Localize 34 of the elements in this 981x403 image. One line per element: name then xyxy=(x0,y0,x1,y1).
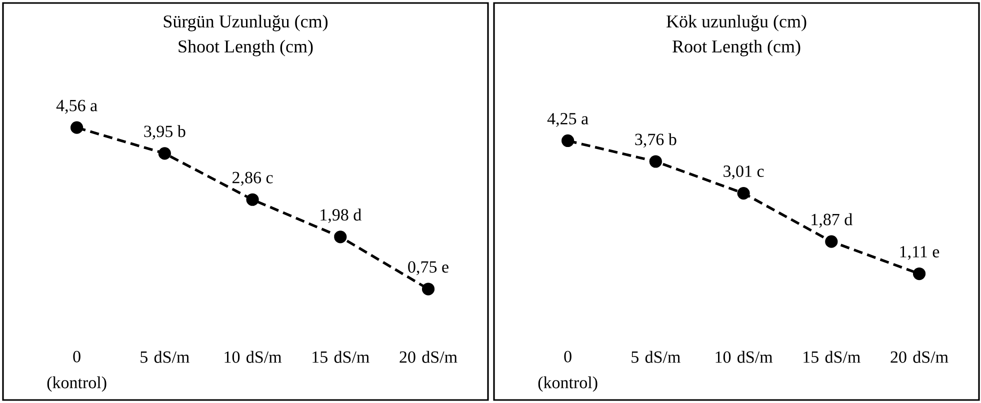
x-tick-label: 15 dS/m xyxy=(804,350,860,363)
x-tick-label: 15 dS/m xyxy=(312,350,370,363)
x-tick-label: 5 dS/m xyxy=(140,350,190,363)
x-tick-label: 10 dS/m xyxy=(224,350,282,363)
point xyxy=(158,147,171,160)
x-tick-label: 0 (kontrol) xyxy=(538,350,598,392)
data-label: 1,11 e xyxy=(900,246,940,260)
data-label: 3,01 c xyxy=(724,165,764,180)
point xyxy=(649,155,662,168)
point xyxy=(912,267,926,280)
data-label: 1,98 d xyxy=(320,208,362,224)
data-label: 1,87 d xyxy=(812,213,852,228)
chart-title: Sürgün Uzunluğu (cm) xyxy=(164,14,328,32)
data-label: 0,75 e xyxy=(408,261,448,276)
x-tick-label: 5 dS/m xyxy=(632,350,680,363)
point xyxy=(562,134,574,148)
x-tick-label: 0 (kontrol) xyxy=(47,350,106,392)
x-tick-label: 10 dS/m xyxy=(716,350,773,363)
point xyxy=(334,230,347,244)
point xyxy=(422,282,435,296)
chart-subtitle: Root Length (cm) xyxy=(672,40,800,56)
point xyxy=(70,121,84,134)
x-tick-label: 20 dS/m xyxy=(400,350,458,363)
point xyxy=(825,235,838,248)
x-tick-label: 20 dS/m xyxy=(890,350,948,363)
chart-title: Kök uzunluğu (cm) xyxy=(666,14,806,32)
data-label: 3,76 b xyxy=(635,133,676,148)
chart-subtitle: Shoot Length (cm) xyxy=(178,40,313,56)
point xyxy=(246,193,259,206)
data-label: 4,56 a xyxy=(56,100,98,114)
data-label: 4,25 a xyxy=(547,113,588,127)
data-label: 3,95 b xyxy=(144,125,186,140)
point xyxy=(737,186,750,200)
data-label: 2,86 c xyxy=(232,172,273,186)
